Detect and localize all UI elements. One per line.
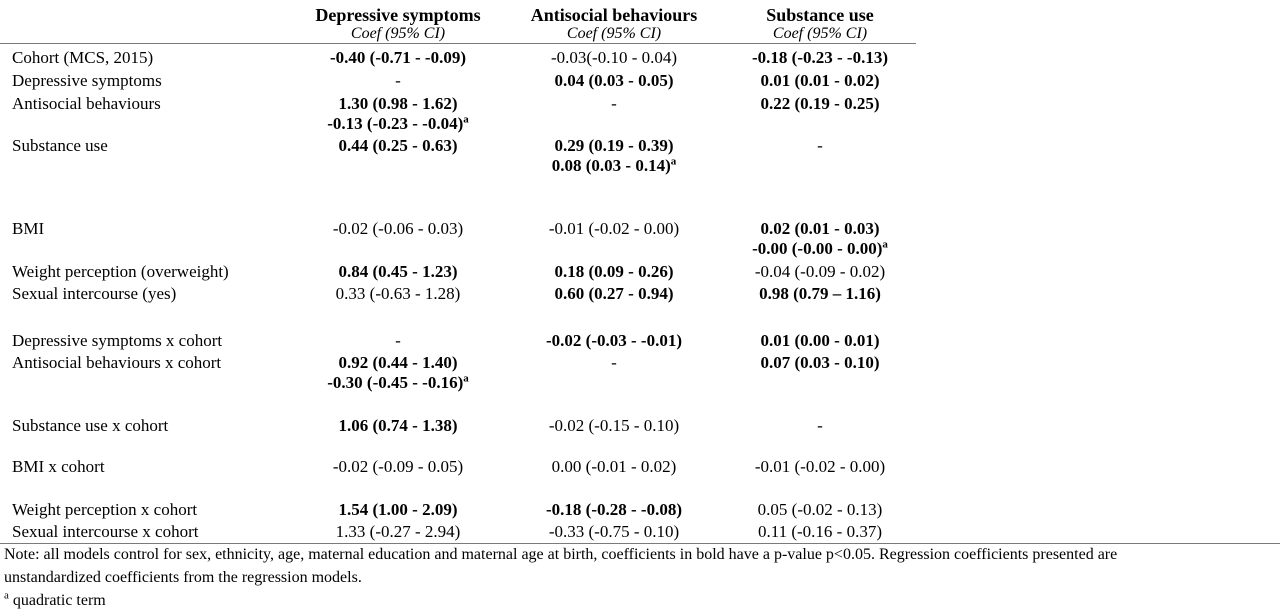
table-note-line-2: unstandardized coefficients from the reg… xyxy=(4,569,362,586)
cell-antisocial: -0.03(-0.10 - 0.04) xyxy=(550,48,678,67)
row-label: Antisocial behaviours x cohort xyxy=(12,353,222,372)
cell-antisocial: 0.00 (-0.01 - 0.02) xyxy=(551,457,677,476)
col-header-substance: Substance use xyxy=(766,5,874,25)
cell-substance: 0.22 (0.19 - 0.25) xyxy=(760,94,880,113)
row-label: Depressive symptoms xyxy=(12,71,162,90)
row-label: BMI xyxy=(12,219,45,238)
cell-antisocial: -0.02 (-0.15 - 0.10) xyxy=(548,416,680,435)
cell-substance: 0.02 (0.01 - 0.03) xyxy=(760,219,880,238)
cell-substance: -0.18 (-0.23 - -0.13) xyxy=(752,48,888,67)
cell-depressive: 0.92 (0.44 - 1.40) xyxy=(338,353,458,372)
table-footnote: a quadratic term xyxy=(4,590,106,612)
footnote-marker: a xyxy=(882,238,888,251)
cell-depressive: 0.33 (-0.63 - 1.28) xyxy=(335,284,461,303)
cell-antisocial: 0.18 (0.09 - 0.26) xyxy=(554,262,674,281)
cell-substance: 0.05 (-0.02 - 0.13) xyxy=(757,500,883,519)
cell-substance: 0.01 (0.01 - 0.02) xyxy=(760,71,880,90)
row-label: Sexual intercourse x cohort xyxy=(12,522,199,541)
col-header-depressive: Depressive symptoms xyxy=(315,5,481,25)
cell-depressive: -0.40 (-0.71 - -0.09) xyxy=(330,48,466,67)
cell-depressive: 0.84 (0.45 - 1.23) xyxy=(338,262,458,281)
cell-depressive-quadratic: -0.30 (-0.45 - -0.16)a xyxy=(327,372,469,392)
cell-antisocial: -0.01 (-0.02 - 0.00) xyxy=(548,219,680,238)
row-label: Weight perception (overweight) xyxy=(12,262,229,281)
cell-substance: 0.01 (0.00 - 0.01) xyxy=(760,331,880,350)
cell-antisocial: - xyxy=(611,353,617,372)
cell-antisocial: 0.29 (0.19 - 0.39) xyxy=(554,136,674,155)
row-label: BMI x cohort xyxy=(12,457,105,476)
footnote-text: quadratic term xyxy=(8,592,106,609)
footnote-marker: a xyxy=(463,113,469,126)
row-label: Cohort (MCS, 2015) xyxy=(12,48,154,67)
cell-antisocial: 0.60 (0.27 - 0.94) xyxy=(554,284,674,303)
cell-depressive: -0.02 (-0.09 - 0.05) xyxy=(332,457,464,476)
cell-antisocial: 0.04 (0.03 - 0.05) xyxy=(554,71,674,90)
cell-depressive-quadratic: -0.13 (-0.23 - -0.04)a xyxy=(327,113,469,133)
col-subheader-depressive: Coef (95% CI) xyxy=(350,25,446,42)
cell-substance: 0.98 (0.79 – 1.16) xyxy=(759,284,881,303)
cell-substance-quadratic: -0.00 (-0.00 - 0.00)a xyxy=(752,238,888,258)
cell-substance: 0.07 (0.03 - 0.10) xyxy=(760,353,880,372)
footnote-marker: a xyxy=(4,589,9,602)
row-label: Antisocial behaviours xyxy=(12,94,161,113)
cell-depressive: 1.33 (-0.27 - 2.94) xyxy=(335,522,461,541)
col-subheader-substance: Coef (95% CI) xyxy=(772,25,868,42)
cell-antisocial: -0.33 (-0.75 - 0.10) xyxy=(548,522,680,541)
header-rule xyxy=(0,43,916,44)
row-label: Sexual intercourse (yes) xyxy=(12,284,177,303)
cell-substance: -0.01 (-0.02 - 0.00) xyxy=(754,457,886,476)
cell-antisocial: - xyxy=(611,94,617,113)
cell-depressive: 0.44 (0.25 - 0.63) xyxy=(338,136,458,155)
cell-substance: 0.11 (-0.16 - 0.37) xyxy=(757,522,882,541)
cell-antisocial: -0.02 (-0.03 - -0.01) xyxy=(546,331,682,350)
cell-depressive: 1.06 (0.74 - 1.38) xyxy=(338,416,458,435)
col-header-antisocial: Antisocial behaviours xyxy=(530,5,698,25)
cell-depressive: 1.54 (1.00 - 2.09) xyxy=(338,500,458,519)
cell-substance: - xyxy=(817,136,823,155)
cell-depressive: - xyxy=(395,71,401,90)
cell-antisocial-quadratic: 0.08 (0.03 - 0.14)a xyxy=(551,155,677,175)
cell-depressive: 1.30 (0.98 - 1.62) xyxy=(338,94,458,113)
row-label: Substance use x cohort xyxy=(12,416,169,435)
footnote-marker: a xyxy=(463,372,469,385)
cell-substance: -0.04 (-0.09 - 0.02) xyxy=(754,262,886,281)
row-label: Weight perception x cohort xyxy=(12,500,198,519)
cell-substance: - xyxy=(817,416,823,435)
cell-antisocial: -0.18 (-0.28 - -0.08) xyxy=(546,500,682,519)
bottom-rule xyxy=(0,543,1280,544)
col-subheader-antisocial: Coef (95% CI) xyxy=(566,25,662,42)
row-label: Depressive symptoms x cohort xyxy=(12,331,223,350)
cell-depressive: - xyxy=(395,331,401,350)
table-note-line-1: Note: all models control for sex, ethnic… xyxy=(4,546,1118,563)
cell-depressive: -0.02 (-0.06 - 0.03) xyxy=(332,219,464,238)
row-label: Substance use xyxy=(12,136,108,155)
footnote-marker: a xyxy=(670,155,677,168)
